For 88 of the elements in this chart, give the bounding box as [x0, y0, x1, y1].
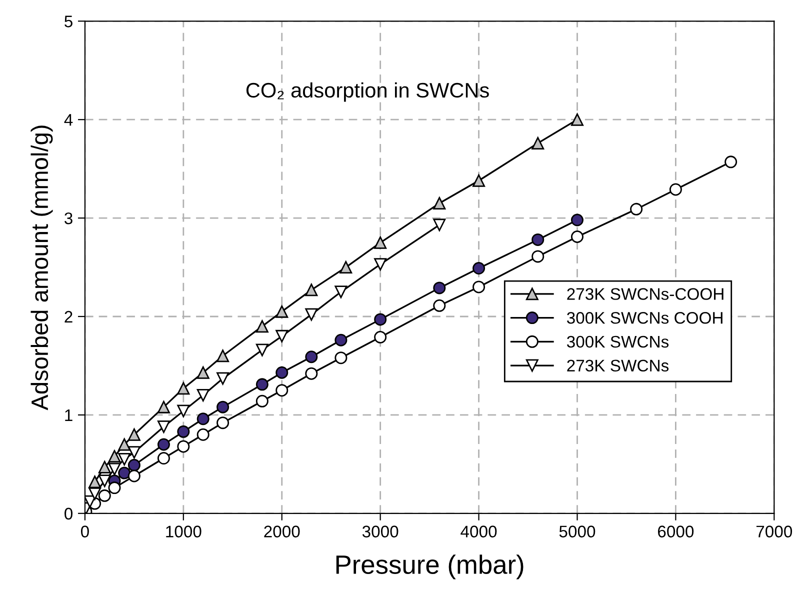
text: CO₂ adsorption in SWCNs: [246, 82, 489, 102]
x-tick-label: 6000: [658, 526, 694, 538]
point: [108, 482, 121, 494]
point: [433, 282, 446, 294]
point: [472, 174, 486, 187]
point: [128, 470, 140, 482]
point: [108, 450, 121, 463]
point: [196, 366, 210, 379]
point: [98, 460, 111, 474]
point: [334, 334, 348, 346]
point: [157, 438, 170, 451]
point: [98, 489, 111, 502]
point: [256, 394, 268, 408]
point: [216, 416, 230, 430]
point: [724, 156, 738, 168]
point: [532, 233, 544, 246]
point: [276, 384, 288, 397]
legend-label: 300K SWCNs COOH: [566, 312, 722, 324]
point: [216, 372, 230, 385]
point: [570, 230, 584, 243]
x-tick-label: 1000: [166, 526, 202, 538]
point: [216, 400, 230, 414]
point: [157, 420, 170, 434]
point: [216, 350, 230, 362]
point: [118, 438, 131, 451]
point: [570, 214, 584, 226]
point: [256, 344, 268, 356]
point: [256, 320, 268, 333]
point: [433, 218, 446, 232]
x-tick-label: 5000: [559, 526, 596, 538]
point: [128, 458, 140, 472]
y-tick-label: 3: [64, 212, 72, 224]
point: [532, 250, 544, 263]
point: [472, 280, 486, 294]
point: [177, 404, 190, 418]
y-tick-label: 0: [64, 508, 72, 520]
point: [374, 313, 387, 326]
x-tick-label: 4000: [460, 526, 497, 538]
y-axis-title: Adsorbed amount (mmol/g): [30, 126, 53, 410]
x-tick-label: 3000: [362, 526, 398, 538]
point: [472, 262, 486, 275]
point: [196, 389, 210, 402]
x-axis-title: Pressure (mbar): [336, 554, 524, 580]
point: [88, 487, 102, 500]
legend-label: 273K SWCNs-COOH: [567, 288, 724, 300]
point: [128, 446, 140, 459]
point: [669, 183, 682, 196]
point: [305, 308, 318, 321]
point: [118, 466, 131, 480]
point: [98, 474, 111, 488]
point: [177, 425, 190, 438]
y-tick-label: 1: [65, 410, 72, 421]
point: [532, 136, 544, 150]
point: [276, 330, 288, 342]
point: [196, 412, 210, 426]
point: [433, 299, 446, 312]
point: [334, 352, 348, 364]
point: [433, 197, 446, 210]
y-tick-label: 4: [64, 114, 73, 126]
point: [374, 236, 387, 249]
x-tick-label: 0: [80, 526, 89, 538]
point: [157, 400, 170, 414]
point: [108, 462, 121, 476]
point: [276, 305, 288, 318]
point: [305, 350, 318, 364]
point: [630, 202, 643, 216]
point: [305, 367, 318, 380]
x-tick-label: 7000: [756, 526, 792, 538]
y-tick-label: 2: [64, 310, 72, 323]
x-tick-label: 2000: [264, 526, 300, 538]
point: [128, 428, 140, 441]
legend-label: 300K SWCNs: [566, 336, 669, 348]
y-tick-label: 5: [64, 16, 72, 28]
point: [374, 330, 387, 344]
point: [256, 378, 268, 391]
point: [88, 476, 102, 488]
point: [196, 428, 210, 441]
legend-label: 273K SWCNs: [567, 360, 669, 372]
point: [157, 452, 170, 465]
point: [570, 113, 584, 126]
point: [177, 440, 190, 453]
point: [334, 286, 348, 298]
point: [118, 453, 131, 466]
point: [305, 284, 318, 296]
point: [177, 382, 190, 395]
point: [276, 366, 288, 379]
point: [374, 258, 387, 271]
point: [340, 261, 352, 274]
